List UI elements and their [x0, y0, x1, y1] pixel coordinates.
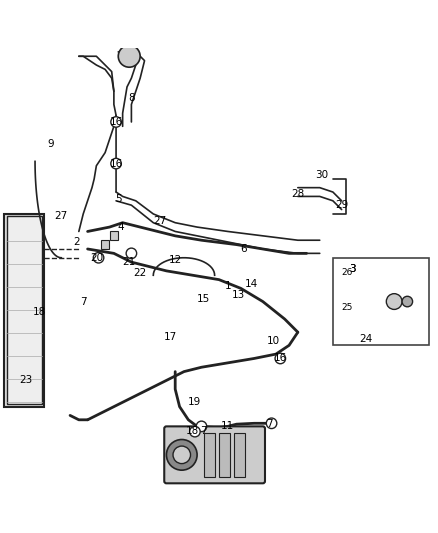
Bar	[333, 258, 429, 345]
Bar	[7, 216, 42, 405]
Circle shape	[111, 158, 121, 169]
Text: 12: 12	[169, 255, 182, 265]
Text: 30: 30	[315, 169, 328, 180]
Text: 16: 16	[274, 353, 287, 364]
Text: 11: 11	[221, 422, 234, 431]
Text: 1: 1	[224, 281, 231, 291]
Text: 27: 27	[55, 211, 68, 221]
Circle shape	[190, 426, 200, 437]
Bar	[234, 433, 245, 477]
Text: 3: 3	[349, 264, 356, 273]
Circle shape	[166, 440, 197, 470]
Text: 4: 4	[117, 222, 124, 232]
Text: 7: 7	[80, 296, 87, 306]
Circle shape	[118, 45, 140, 67]
Bar	[4, 214, 44, 407]
Circle shape	[275, 353, 286, 364]
Text: 19: 19	[188, 397, 201, 407]
Text: 21: 21	[123, 257, 136, 267]
Text: 20: 20	[90, 253, 103, 263]
Bar	[219, 433, 230, 477]
Text: 9: 9	[47, 139, 54, 149]
Text: 6: 6	[240, 244, 247, 254]
Text: 26: 26	[342, 268, 353, 277]
Circle shape	[93, 253, 104, 263]
Bar	[204, 433, 215, 477]
Text: 18: 18	[186, 426, 199, 436]
FancyBboxPatch shape	[164, 426, 265, 483]
Text: 25: 25	[342, 303, 353, 312]
Text: 3: 3	[349, 264, 356, 273]
Text: 7: 7	[200, 426, 207, 436]
Circle shape	[402, 296, 413, 307]
Text: 27: 27	[153, 215, 166, 225]
Text: 10: 10	[267, 336, 280, 346]
Text: 24: 24	[359, 334, 372, 344]
Text: 15: 15	[197, 294, 210, 304]
Text: 8: 8	[128, 93, 135, 103]
Text: 13: 13	[232, 290, 245, 300]
Text: 18: 18	[33, 308, 46, 318]
Text: 5: 5	[115, 193, 122, 204]
Circle shape	[126, 248, 137, 259]
Circle shape	[386, 294, 402, 310]
Circle shape	[173, 446, 191, 464]
Text: 17: 17	[164, 332, 177, 342]
Circle shape	[196, 421, 207, 432]
Circle shape	[266, 418, 277, 429]
Text: 14: 14	[245, 279, 258, 289]
Text: 22: 22	[134, 268, 147, 278]
Bar	[110, 231, 118, 240]
Text: 16: 16	[110, 117, 123, 127]
Bar	[101, 240, 110, 249]
Text: 16: 16	[110, 159, 123, 168]
Text: 29: 29	[335, 200, 348, 210]
Circle shape	[111, 117, 121, 127]
Text: 23: 23	[20, 375, 33, 385]
Text: 2: 2	[73, 237, 80, 247]
Text: 28: 28	[291, 189, 304, 199]
Text: 7: 7	[266, 419, 273, 429]
